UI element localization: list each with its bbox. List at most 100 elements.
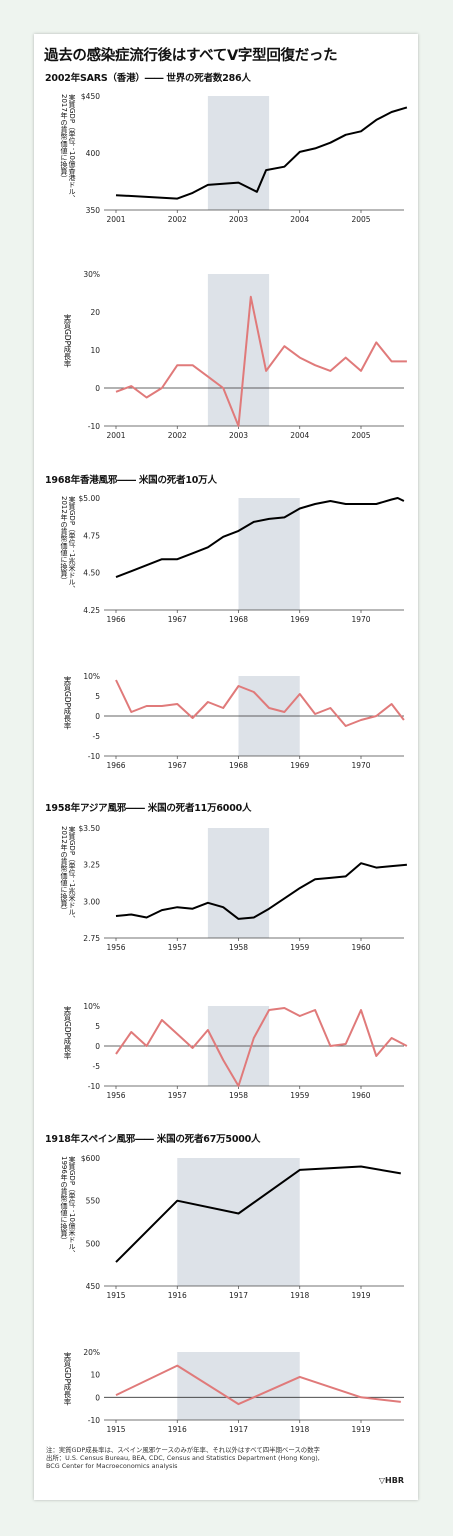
section-title-sars: 2002年SARS（香港）―― 世界の死者数286人: [45, 73, 251, 84]
growth-series-line: [115, 1007, 408, 1087]
growth-ylabel-1918: 実質GDP成長率: [63, 1352, 72, 1406]
x-tick-label: 1919: [351, 1425, 370, 1434]
x-tick-label: 1918: [290, 1425, 309, 1434]
y-tick-label: -10: [88, 1416, 100, 1425]
growth-ylabel-1958: 実質GDP成長率: [63, 1006, 72, 1060]
growth-series-line: [115, 1364, 401, 1406]
gdp-ylabel-1968: 実質GDP（単位：1兆米ドル、 2012年の貨幣価値に換算）: [60, 496, 76, 593]
y-tick-label: 10%: [83, 672, 100, 681]
x-tick-label: 2004: [290, 431, 309, 440]
x-tick-label: 2004: [290, 215, 309, 224]
y-tick-label: 4.75: [83, 531, 100, 540]
y-tick-label: -5: [93, 1062, 101, 1071]
growth-series-line: [115, 679, 405, 727]
gdp-series-line: [115, 497, 405, 579]
y-tick-label: 3.00: [83, 897, 100, 906]
pandemic-period-shade: [207, 274, 270, 426]
x-tick-label: 1966: [106, 615, 125, 624]
x-tick-label: 1959: [290, 943, 309, 952]
x-tick-label: 2003: [229, 431, 248, 440]
y-tick-label: 450: [86, 1282, 101, 1291]
y-tick-label: 5: [95, 1022, 100, 1031]
x-tick-label: 1967: [168, 615, 187, 624]
x-tick-label: 1968: [229, 761, 248, 770]
x-tick-label: 1956: [106, 1091, 125, 1100]
y-tick-label: 350: [86, 206, 101, 215]
y-tick-label: 0: [95, 712, 100, 721]
y-tick-label: $600: [81, 1154, 100, 1163]
x-tick-label: 1967: [168, 761, 187, 770]
gdp-series-line: [115, 1165, 401, 1263]
pandemic-period-shade: [207, 828, 270, 938]
y-tick-label: 10: [90, 1371, 100, 1380]
x-tick-label: 1969: [290, 761, 309, 770]
gdp-chart-1918: $600 550 500 450 1915 1916 1917 1918 1919: [81, 1154, 404, 1300]
growth-series-line: [115, 295, 407, 427]
x-tick-label: 1966: [106, 761, 125, 770]
y-tick-label: 20: [90, 308, 100, 317]
x-tick-label: 1958: [229, 943, 248, 952]
x-tick-label: 1958: [229, 1091, 248, 1100]
x-tick-label: 1917: [229, 1291, 248, 1300]
y-tick-label: 400: [86, 149, 101, 158]
infographic-card: 過去の感染症流行後はすべてV字型回復だった 2002年SARS（香港）―― 世界…: [34, 34, 418, 1500]
x-tick-label: 2001: [106, 431, 125, 440]
y-tick-label: $3.50: [79, 824, 101, 833]
y-tick-label: -10: [88, 752, 100, 761]
x-tick-label: 1957: [168, 943, 187, 952]
x-tick-label: 1969: [290, 615, 309, 624]
section-title-1968: 1968年香港風邪―― 米国の死者10万人: [45, 475, 217, 486]
growth-chart-1958: 10% 5 0 -5 -10 1956 1957 1958 1959 1960: [83, 1002, 408, 1100]
x-tick-label: 2002: [168, 431, 187, 440]
x-tick-label: 2001: [106, 215, 125, 224]
y-tick-label: $5.00: [79, 494, 101, 503]
pandemic-period-shade: [238, 498, 300, 610]
x-tick-label: 1968: [229, 615, 248, 624]
x-tick-label: 1915: [106, 1291, 125, 1300]
x-tick-label: 1915: [106, 1425, 125, 1434]
x-tick-label: 1916: [168, 1425, 187, 1434]
y-tick-label: 4.25: [83, 606, 100, 615]
y-tick-label: 4.50: [83, 569, 100, 578]
x-tick-label: 1960: [351, 1091, 370, 1100]
y-tick-label: 550: [86, 1197, 101, 1206]
section-title-1918: 1918年スペイン風邪―― 米国の死者67万5000人: [45, 1134, 261, 1145]
pandemic-period-shade: [207, 96, 270, 210]
x-tick-label: 1960: [351, 943, 370, 952]
y-tick-label: 10%: [83, 1002, 100, 1011]
section-title-1958: 1958年アジア風邪―― 米国の死者11万6000人: [45, 803, 252, 814]
y-tick-label: 5: [95, 692, 100, 701]
growth-ylabel-1968: 実質GDP成長率: [63, 676, 72, 730]
x-tick-label: 1959: [290, 1091, 309, 1100]
pandemic-period-shade: [177, 1158, 300, 1286]
x-tick-label: 1957: [168, 1091, 187, 1100]
footnote: 注：実質GDP成長率は、スペイン風邪ケースのみが年率、それ以外はすべて四半期ベー…: [46, 1446, 320, 1470]
gdp-ylabel-1918: 実質GDP（単位：10億米ドル、 1996年の貨幣価値に換算）: [60, 1156, 76, 1257]
hbr-logo: ▽HBR: [378, 1476, 404, 1485]
y-tick-label: -10: [88, 422, 100, 431]
y-tick-label: 30%: [83, 270, 100, 279]
y-tick-label: 0: [95, 1393, 100, 1402]
growth-chart-1968: 10% 5 0 -5 -10 1966 1967 1968 1969 1970: [83, 672, 405, 770]
gdp-series-line: [115, 862, 407, 920]
main-title: 過去の感染症流行後はすべてV字型回復だった: [44, 48, 338, 64]
gdp-chart-1958: $3.50 3.25 3.00 2.75 1956 1957 1958 1959 1960: [79, 824, 407, 952]
x-tick-label: 1918: [290, 1291, 309, 1300]
x-tick-label: 2003: [229, 215, 248, 224]
x-tick-label: 1970: [351, 615, 370, 624]
y-tick-label: 3.25: [83, 861, 100, 870]
gdp-chart-sars: $450 400 350 2001 2002 2003 2004 2005: [81, 92, 408, 224]
y-tick-label: -5: [93, 732, 101, 741]
y-tick-label: 10: [90, 346, 100, 355]
growth-chart-sars: 30% 20 10 0 -10 2001 2002 2003 2004 2005: [83, 270, 407, 440]
x-tick-label: 1919: [351, 1291, 370, 1300]
gdp-series-line: [115, 106, 408, 200]
growth-chart-1918: 20% 10 0 -10 1915 1916 1917 1918 1919: [83, 1348, 404, 1434]
y-tick-label: 0: [95, 1042, 100, 1051]
y-tick-label: $450: [81, 92, 100, 101]
y-tick-label: 20%: [83, 1348, 100, 1357]
x-tick-label: 1970: [351, 761, 370, 770]
y-tick-label: 0: [95, 384, 100, 393]
y-tick-label: -10: [88, 1082, 100, 1091]
x-tick-label: 2005: [351, 215, 370, 224]
